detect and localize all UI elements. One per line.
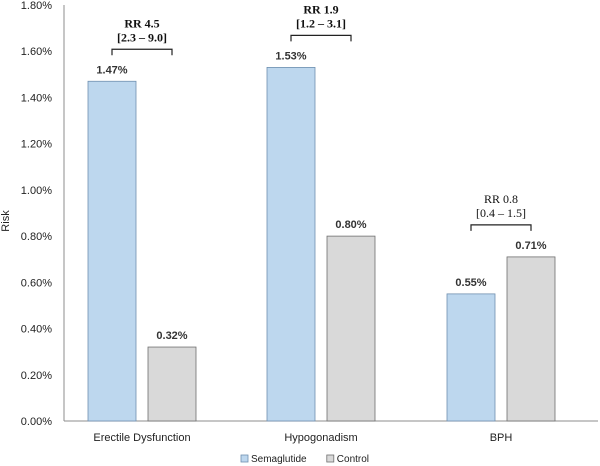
bar-control-3: [506, 256, 556, 422]
rr-annotations: RR 4.5[2.3 – 9.0] RR 1.9[1.2 – 3.1] RR 0.8…: [111, 2, 532, 231]
category-labels: Erectile Dysfunction Hypogonadism BPH: [93, 432, 512, 444]
y-tick-label: 1.00%: [21, 185, 52, 197]
rr-ci: [2.3 – 9.0]: [117, 30, 167, 44]
data-label: 1.53%: [275, 50, 306, 62]
bar-control-1: [147, 346, 197, 422]
category-label: Erectile Dysfunction: [93, 432, 190, 444]
y-axis-title: Risk: [0, 210, 12, 232]
data-label: 0.55%: [455, 277, 486, 289]
chart-bars: [87, 67, 556, 422]
bar-semaglutide-3: [446, 293, 496, 422]
y-tick-label: 0.00%: [21, 416, 52, 428]
bar-control-2: [326, 235, 376, 422]
rr-bracket: [290, 34, 352, 42]
y-tick-label: 1.80%: [21, 0, 52, 12]
legend-label-semaglutide: Semaglutide: [251, 454, 307, 465]
legend-label-control: Control: [337, 454, 369, 465]
legend-swatch-control: [326, 454, 335, 463]
rr-ci: [1.2 – 3.1]: [296, 16, 346, 30]
data-label: 0.80%: [335, 219, 366, 231]
rr-ci: [0.4 – 1.5]: [476, 206, 526, 220]
bar-semaglutide-1: [87, 80, 137, 422]
rr-value: RR 1.9: [303, 2, 338, 16]
data-label: 0.71%: [515, 240, 546, 252]
data-label: 1.47%: [96, 64, 127, 76]
y-tick-label: 0.40%: [21, 324, 52, 336]
data-label: 0.32%: [156, 330, 187, 342]
bar-semaglutide-2: [266, 67, 316, 422]
rr-value: RR 0.8: [484, 192, 518, 206]
y-tick-label: 0.80%: [21, 231, 52, 243]
y-tick-label: 1.60%: [21, 46, 52, 58]
rr-bracket: [470, 224, 532, 231]
category-label: Hypogonadism: [284, 432, 357, 444]
rr-value: RR 4.5: [124, 16, 159, 30]
legend-swatch-semaglutide: [240, 454, 249, 463]
y-tick-label: 1.40%: [21, 92, 52, 104]
y-tick-label: 1.20%: [21, 139, 52, 151]
category-label: BPH: [490, 432, 513, 444]
y-axis-ticks: 0.00% 0.20% 0.40% 0.60% 0.80% 1.00% 1.20% 1.40%…: [21, 0, 52, 428]
rr-bracket: [111, 48, 173, 56]
chart-legend: Semaglutide Control: [240, 454, 369, 465]
y-tick-label: 0.20%: [21, 370, 52, 382]
data-labels: 1.47% 0.32% 1.53% 0.80% 0.55% 0.71%: [96, 50, 546, 342]
y-tick-label: 0.60%: [21, 277, 52, 289]
